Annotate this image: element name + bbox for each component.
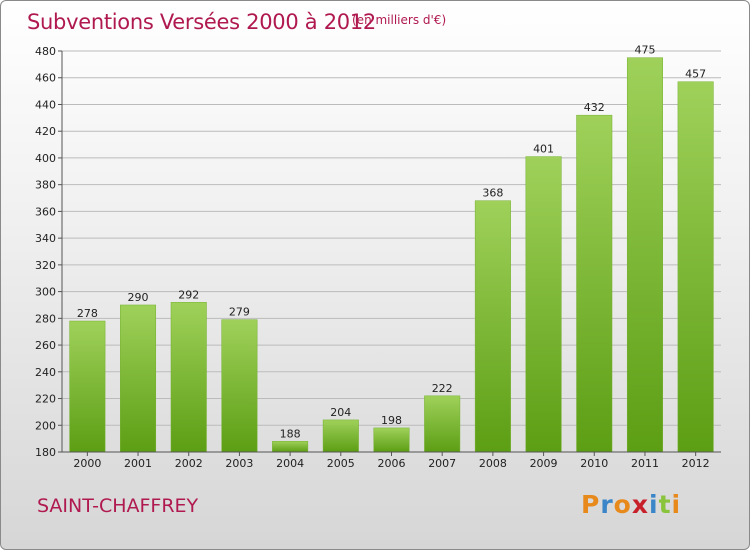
bar-value-label: 204 — [330, 406, 351, 419]
bar-value-label: 475 — [634, 44, 655, 57]
y-tick-label: 440 — [35, 98, 56, 111]
x-tick-label: 2011 — [631, 457, 659, 470]
bar-2001[interactable] — [120, 304, 157, 453]
axes: 180 200 220 240 260 280 300 320 340 360 380 400 420 4… — [35, 45, 721, 470]
x-tick-label: 2001 — [124, 457, 152, 470]
bar-2006[interactable] — [373, 427, 410, 453]
chart-unit: (en milliers d'€) — [352, 13, 447, 27]
bar-value-label: 279 — [229, 306, 250, 319]
bar-value-label: 222 — [432, 382, 453, 395]
bar-value-label: 198 — [381, 414, 402, 427]
bar-value-label: 188 — [280, 427, 301, 440]
bar-value-label: 432 — [584, 101, 605, 114]
logo-letter: i — [671, 490, 682, 519]
x-tick-label: 2006 — [378, 457, 406, 470]
y-tick-label: 280 — [35, 312, 56, 325]
bar-2003[interactable] — [221, 319, 258, 453]
x-tick-label: 2009 — [530, 457, 558, 470]
x-tick-label: 2002 — [175, 457, 203, 470]
bar-value-label: 292 — [178, 288, 199, 301]
bar-2000[interactable] — [69, 320, 106, 453]
y-tick-label: 300 — [35, 286, 56, 299]
bar-value-label: 278 — [77, 307, 98, 320]
y-tick-label: 380 — [35, 179, 56, 192]
y-tick-label: 200 — [35, 419, 56, 432]
grid-lines — [62, 50, 721, 426]
x-tick-label: 2010 — [580, 457, 608, 470]
y-tick-label: 260 — [35, 339, 56, 352]
x-tick-label: 2012 — [682, 457, 710, 470]
bar-2007[interactable] — [424, 395, 461, 453]
y-tick-label: 460 — [35, 72, 56, 85]
x-tick-label: 2003 — [225, 457, 253, 470]
bar-2011[interactable] — [626, 57, 663, 453]
bar-2012[interactable] — [677, 81, 714, 453]
y-tick-label: 180 — [35, 446, 56, 459]
bar-2008[interactable] — [474, 200, 511, 453]
x-tick-label: 2000 — [73, 457, 101, 470]
x-tick-label: 2004 — [276, 457, 304, 470]
logo-letter: t — [658, 490, 672, 519]
proxiti-logo[interactable]: Proxiti — [581, 490, 681, 519]
commune-name: SAINT-CHAFFREY — [37, 495, 199, 517]
logo-letter: x — [631, 490, 649, 519]
y-tick-label: 400 — [35, 152, 56, 165]
y-tick-label: 320 — [35, 259, 56, 272]
bar-2010[interactable] — [576, 114, 613, 453]
x-tick-label: 2007 — [428, 457, 456, 470]
bar-value-label: 368 — [482, 187, 503, 200]
logo-letter: i — [649, 490, 659, 519]
logo-letter: r — [600, 490, 614, 519]
bars: 278 290 292 279 188 204 198 222 368 401 432 475 457 — [69, 44, 714, 453]
y-tick-label: 240 — [35, 366, 56, 379]
logo-letter: P — [581, 490, 601, 519]
bar-2005[interactable] — [322, 419, 359, 453]
bar-value-label: 457 — [685, 68, 706, 81]
x-tick-label: 2005 — [327, 457, 355, 470]
logo-letter: o — [613, 490, 632, 519]
y-tick-label: 220 — [35, 393, 56, 406]
chart-title: Subventions Versées 2000 à 2012 — [27, 10, 376, 34]
bar-2004[interactable] — [272, 441, 309, 453]
bar-2002[interactable] — [170, 302, 207, 453]
bar-2009[interactable] — [525, 156, 562, 453]
y-tick-label: 360 — [35, 205, 56, 218]
x-tick-label: 2008 — [479, 457, 507, 470]
bar-value-label: 290 — [128, 291, 149, 304]
y-tick-label: 480 — [35, 45, 56, 58]
y-tick-label: 420 — [35, 125, 56, 138]
bar-value-label: 401 — [533, 143, 554, 156]
y-tick-label: 340 — [35, 232, 56, 245]
